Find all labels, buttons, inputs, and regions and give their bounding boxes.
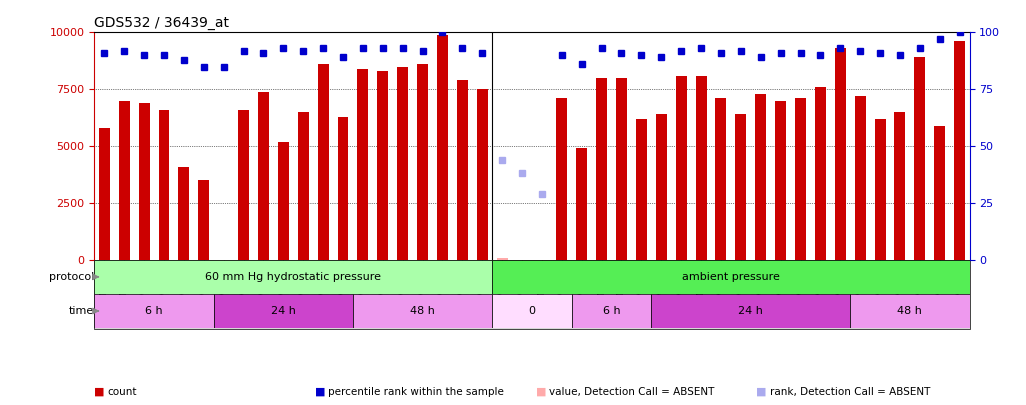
Bar: [98, 128, 110, 260]
Bar: [652, 294, 851, 328]
Bar: [855, 96, 866, 260]
Text: ■: ■: [756, 387, 766, 397]
Bar: [318, 64, 328, 260]
Text: 6 h: 6 h: [602, 306, 621, 316]
Bar: [378, 71, 388, 260]
Bar: [198, 180, 209, 260]
Bar: [213, 294, 353, 328]
Bar: [636, 119, 646, 260]
Bar: [492, 294, 571, 328]
Bar: [119, 100, 129, 260]
Text: time: time: [69, 306, 94, 316]
Bar: [94, 294, 213, 328]
Bar: [437, 35, 448, 260]
Bar: [795, 98, 806, 260]
Bar: [715, 98, 726, 260]
Bar: [418, 64, 428, 260]
Bar: [497, 258, 508, 260]
Text: 6 h: 6 h: [146, 306, 163, 316]
Bar: [357, 69, 368, 260]
Bar: [238, 110, 249, 260]
Text: ■: ■: [315, 387, 325, 397]
Text: percentile rank within the sample: percentile rank within the sample: [328, 387, 504, 397]
Bar: [954, 41, 965, 260]
Bar: [815, 87, 826, 260]
Bar: [577, 148, 587, 260]
Text: GDS532 / 36439_at: GDS532 / 36439_at: [94, 16, 230, 30]
Bar: [874, 119, 885, 260]
Text: 60 mm Hg hydrostatic pressure: 60 mm Hg hydrostatic pressure: [205, 272, 382, 282]
Bar: [159, 110, 169, 260]
Bar: [616, 78, 627, 260]
Text: 48 h: 48 h: [410, 306, 435, 316]
Text: count: count: [108, 387, 137, 397]
Bar: [895, 112, 905, 260]
Bar: [94, 260, 492, 294]
Bar: [736, 114, 746, 260]
Bar: [258, 92, 269, 260]
Text: value, Detection Call = ABSENT: value, Detection Call = ABSENT: [549, 387, 714, 397]
Bar: [656, 114, 667, 260]
Bar: [935, 126, 945, 260]
Bar: [556, 98, 567, 260]
Bar: [571, 294, 652, 328]
Bar: [338, 117, 349, 260]
Bar: [676, 76, 686, 260]
Bar: [298, 112, 309, 260]
Text: rank, Detection Call = ABSENT: rank, Detection Call = ABSENT: [770, 387, 930, 397]
Bar: [835, 48, 845, 260]
Bar: [139, 103, 150, 260]
Text: 0: 0: [528, 306, 536, 316]
Text: protocol: protocol: [49, 272, 94, 282]
Bar: [492, 260, 970, 294]
Bar: [851, 294, 970, 328]
Bar: [353, 294, 492, 328]
Bar: [775, 100, 786, 260]
Text: 24 h: 24 h: [271, 306, 295, 316]
Bar: [596, 78, 607, 260]
Bar: [477, 89, 487, 260]
Text: ■: ■: [94, 387, 105, 397]
Bar: [278, 142, 289, 260]
Text: 24 h: 24 h: [739, 306, 763, 316]
Bar: [696, 76, 707, 260]
Bar: [914, 58, 925, 260]
Bar: [397, 66, 408, 260]
Text: 48 h: 48 h: [898, 306, 922, 316]
Text: ambient pressure: ambient pressure: [682, 272, 780, 282]
Bar: [457, 80, 468, 260]
Bar: [179, 166, 190, 260]
Text: ■: ■: [536, 387, 546, 397]
Bar: [755, 94, 766, 260]
